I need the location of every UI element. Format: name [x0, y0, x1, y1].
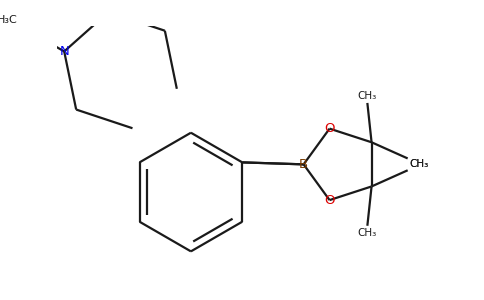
Text: CH₃: CH₃ [358, 91, 377, 101]
Text: CH₃: CH₃ [358, 228, 377, 238]
Text: N: N [60, 45, 69, 58]
Text: CH₃: CH₃ [409, 160, 429, 170]
Text: H₃C: H₃C [0, 15, 17, 25]
Text: CH₃: CH₃ [409, 159, 429, 169]
Text: O: O [324, 194, 335, 207]
Text: B: B [299, 158, 308, 171]
Text: O: O [324, 122, 335, 135]
